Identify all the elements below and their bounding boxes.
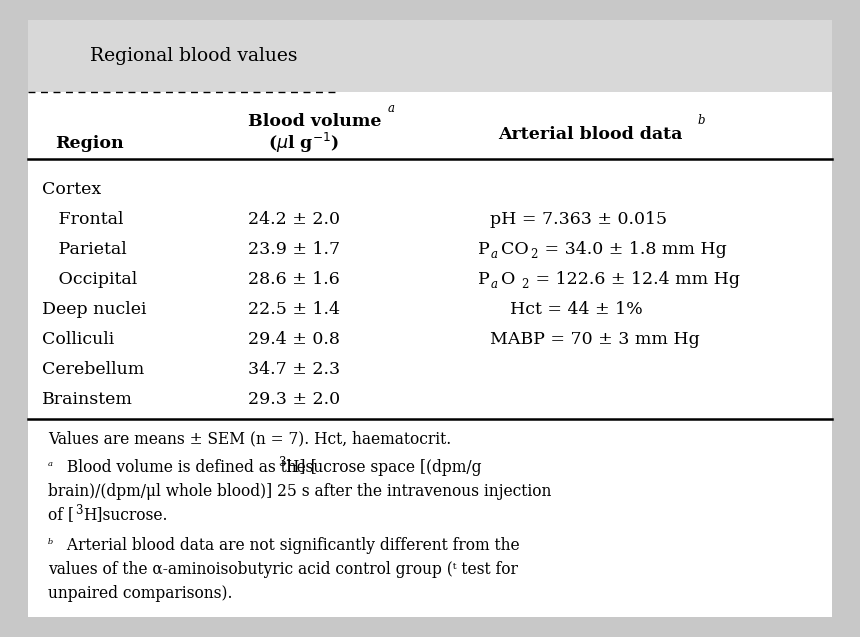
Text: Cerebellum: Cerebellum: [42, 361, 144, 378]
FancyBboxPatch shape: [28, 20, 832, 617]
Text: Values are means ± SEM (n = 7). Hct, haematocrit.: Values are means ± SEM (n = 7). Hct, hae…: [48, 431, 452, 448]
Text: 2: 2: [521, 278, 528, 290]
Text: Deep nuclei: Deep nuclei: [42, 301, 146, 317]
Text: Brainstem: Brainstem: [42, 390, 133, 408]
Text: a: a: [491, 278, 498, 290]
Text: P: P: [478, 241, 489, 257]
Text: Arterial blood data: Arterial blood data: [498, 125, 682, 143]
Text: CO: CO: [501, 241, 529, 257]
Text: 3: 3: [75, 503, 83, 517]
Text: ᵃ: ᵃ: [48, 461, 53, 473]
Text: ($\mu$l g$^{-1}$): ($\mu$l g$^{-1}$): [268, 131, 339, 155]
Text: b: b: [697, 114, 704, 127]
Text: Arterial blood data are not significantly different from the: Arterial blood data are not significantl…: [62, 536, 519, 554]
Text: 24.2 ± 2.0: 24.2 ± 2.0: [248, 210, 340, 227]
Text: 3: 3: [278, 455, 286, 468]
Text: ᵇ: ᵇ: [48, 538, 53, 552]
Text: 28.6 ± 1.6: 28.6 ± 1.6: [248, 271, 340, 287]
Text: 22.5 ± 1.4: 22.5 ± 1.4: [248, 301, 340, 317]
Text: a: a: [491, 248, 498, 261]
Text: H]sucrose.: H]sucrose.: [83, 506, 168, 524]
Text: values of the α-aminoisobutyric acid control group (ᵗ test for: values of the α-aminoisobutyric acid con…: [48, 561, 518, 578]
Text: 29.4 ± 0.8: 29.4 ± 0.8: [248, 331, 340, 348]
Text: Region: Region: [55, 134, 124, 152]
Text: Parietal: Parietal: [42, 241, 126, 257]
Text: H]sucrose space [(dpm/g: H]sucrose space [(dpm/g: [286, 459, 482, 475]
Text: brain)/(dpm/μl whole blood)] 25 s after the intravenous injection: brain)/(dpm/μl whole blood)] 25 s after …: [48, 482, 551, 499]
Text: Cortex: Cortex: [42, 180, 101, 197]
Text: 2: 2: [530, 248, 538, 261]
Text: of [: of [: [48, 506, 74, 524]
Text: Colliculi: Colliculi: [42, 331, 114, 348]
Text: unpaired comparisons).: unpaired comparisons).: [48, 585, 232, 601]
Text: = 34.0 ± 1.8 mm Hg: = 34.0 ± 1.8 mm Hg: [539, 241, 727, 257]
Text: Frontal: Frontal: [42, 210, 124, 227]
Text: P: P: [478, 271, 489, 287]
Text: Hct = 44 ± 1%: Hct = 44 ± 1%: [510, 301, 642, 317]
Text: Blood volume is defined as the [: Blood volume is defined as the [: [62, 459, 316, 475]
Text: MABP = 70 ± 3 mm Hg: MABP = 70 ± 3 mm Hg: [490, 331, 700, 348]
Text: Blood volume: Blood volume: [248, 113, 382, 129]
Text: pH = 7.363 ± 0.015: pH = 7.363 ± 0.015: [490, 210, 667, 227]
Text: a: a: [388, 102, 395, 115]
Text: 34.7 ± 2.3: 34.7 ± 2.3: [248, 361, 340, 378]
Text: O: O: [501, 271, 515, 287]
FancyBboxPatch shape: [28, 20, 832, 92]
Text: Regional blood values: Regional blood values: [90, 47, 298, 65]
Text: Occipital: Occipital: [42, 271, 138, 287]
Text: 29.3 ± 2.0: 29.3 ± 2.0: [248, 390, 340, 408]
Text: = 122.6 ± 12.4 mm Hg: = 122.6 ± 12.4 mm Hg: [530, 271, 740, 287]
Text: 23.9 ± 1.7: 23.9 ± 1.7: [248, 241, 340, 257]
